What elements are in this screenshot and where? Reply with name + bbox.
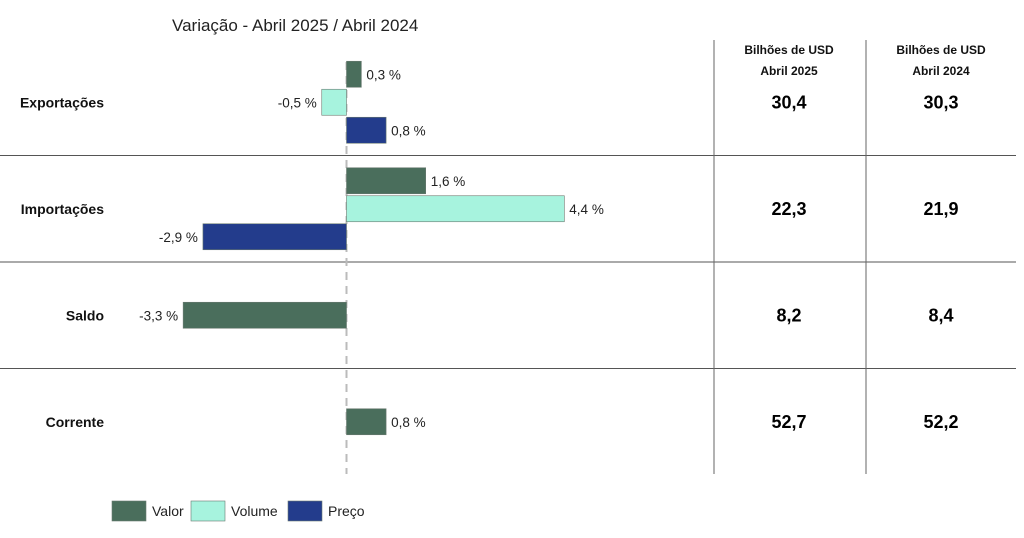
chart-title: Variação - Abril 2025 / Abril 2024 (172, 16, 418, 35)
cell-abril-2025: 52,7 (771, 412, 806, 432)
row-labels: Exportações Importações Saldo Corrente (20, 94, 104, 430)
legend-swatch-preço (287, 500, 323, 522)
bar-label: 4,4 % (569, 202, 604, 217)
col-header-1-line2: Abril 2025 (760, 64, 818, 78)
bar-label: -0,5 % (278, 95, 317, 110)
bars-group: 0,3 % -0,5 % 0,8 % 1,6 % 4,4 % -2,9 % -3,3 % 0,… (139, 60, 604, 436)
bar-preço-0 (346, 116, 387, 144)
cell-abril-2025: 8,2 (776, 305, 801, 325)
legend-swatch-volume (190, 500, 226, 522)
bar-volume-0 (321, 88, 347, 116)
bar-valor-0 (346, 60, 362, 88)
row-label: Corrente (46, 414, 105, 430)
bar-valor-2 (182, 301, 347, 329)
col-header-1-line1: Bilhões de USD (744, 43, 834, 57)
col-header-2-line1: Bilhões de USD (896, 43, 986, 57)
bar-label: 0,8 % (391, 415, 426, 430)
legend-label: Volume (231, 503, 278, 519)
cell-abril-2025: 22,3 (771, 199, 806, 219)
col-header-2-line2: Abril 2024 (912, 64, 970, 78)
legend: Valor Volume Preço (111, 500, 365, 522)
row-label: Importações (21, 201, 104, 217)
legend-label: Preço (328, 503, 365, 519)
bar-label: -2,9 % (159, 230, 198, 245)
legend-swatch-valor (111, 500, 147, 522)
row-label: Saldo (66, 307, 104, 323)
cell-abril-2025: 30,4 (771, 92, 806, 112)
bar-label: 1,6 % (431, 174, 466, 189)
cell-abril-2024: 8,4 (928, 305, 953, 325)
cell-abril-2024: 30,3 (923, 92, 958, 112)
bar-valor-3 (346, 408, 387, 436)
row-label: Exportações (20, 94, 104, 110)
bar-label: 0,8 % (391, 123, 426, 138)
cell-abril-2024: 52,2 (923, 412, 958, 432)
bar-volume-1 (346, 195, 565, 223)
bar-preço-1 (202, 223, 347, 251)
bar-label: 0,3 % (366, 67, 401, 82)
legend-label: Valor (152, 503, 184, 519)
table-cells: 30,4 30,3 22,3 21,9 8,2 8,4 52,7 52,2 (771, 92, 958, 432)
bar-valor-1 (346, 167, 426, 195)
cell-abril-2024: 21,9 (923, 199, 958, 219)
bar-label: -3,3 % (139, 308, 178, 323)
row-separators (0, 40, 1016, 474)
